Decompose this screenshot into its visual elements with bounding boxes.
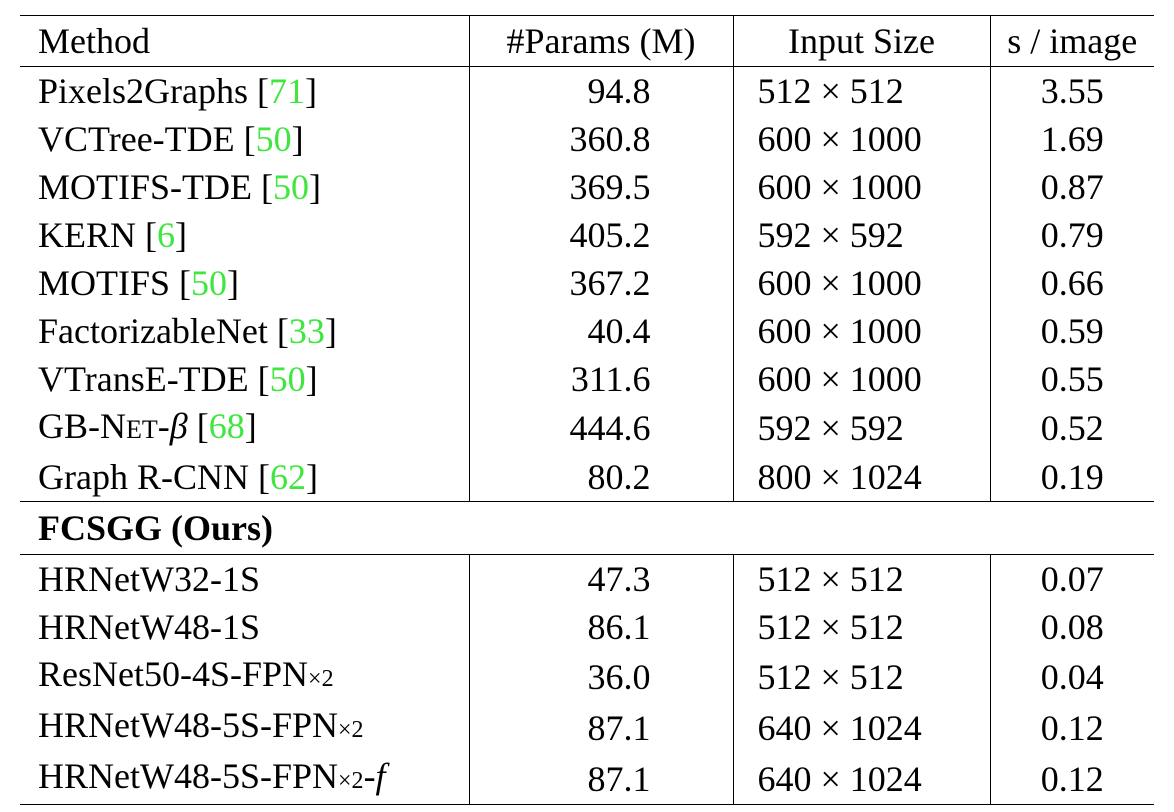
time-cell: 0.59 [989, 307, 1154, 355]
table-row: Pixels2Graphs [71] 94.8 512 × 512 3.55 [20, 66, 1154, 115]
section-header-row: FCSGG (Ours) [20, 501, 1154, 555]
time-cell: 0.19 [989, 453, 1154, 502]
citation-link[interactable]: 71 [269, 71, 305, 111]
input-size-cell: 800 × 1024 [732, 453, 990, 502]
input-size-cell: 592 × 592 [732, 403, 990, 453]
header-time: s / image [989, 15, 1154, 67]
params-cell: 87.1 [468, 702, 733, 753]
method-cell: HRNetW48-5S-FPN×2 [38, 705, 364, 745]
input-size-cell: 592 × 592 [732, 211, 990, 259]
table-row: ResNet50-4S-FPN×2 36.0 512 × 512 0.04 [20, 651, 1154, 702]
input-size-cell: 512 × 512 [732, 554, 990, 603]
citation-link[interactable]: 50 [273, 167, 309, 207]
time-cell: 0.04 [989, 651, 1154, 702]
table-row: VTransE-TDE [50] 311.6 600 × 1000 0.55 [20, 355, 1154, 403]
time-cell: 0.52 [989, 403, 1154, 453]
params-cell: 80.2 [468, 453, 733, 502]
time-cell: 0.12 [989, 753, 1154, 805]
method-cell: KERN [6] [38, 215, 187, 255]
method-cell: HRNetW48-5S-FPN×2-f [20, 753, 469, 805]
input-size-cell: 600 × 1000 [732, 259, 990, 307]
params-cell: 444.6 [468, 403, 733, 453]
results-table: Method #Params (M) Input Size s / image … [20, 15, 1154, 805]
time-cell: 0.79 [989, 211, 1154, 259]
params-cell: 94.8 [468, 66, 733, 115]
params-cell: 40.4 [468, 307, 733, 355]
header-row: Method #Params (M) Input Size s / image [20, 15, 1154, 67]
params-cell: 367.2 [468, 259, 733, 307]
method-cell: VCTree-TDE [50] [38, 119, 304, 159]
time-cell: 0.55 [989, 355, 1154, 403]
citation-link[interactable]: 62 [269, 457, 306, 497]
method-cell: GB-NET-β [68] [38, 406, 257, 446]
time-cell: 0.07 [989, 554, 1154, 603]
table-row: MOTIFS [50] 367.2 600 × 1000 0.66 [20, 259, 1154, 307]
input-size-cell: 512 × 512 [732, 603, 990, 651]
time-cell: 0.66 [989, 259, 1154, 307]
time-cell: 3.55 [989, 66, 1154, 115]
input-size-cell: 600 × 1000 [732, 307, 990, 355]
section-label: FCSGG (Ours) [20, 501, 1154, 555]
table-row: HRNetW48-5S-FPN×2 87.1 640 × 1024 0.12 [20, 702, 1154, 753]
params-cell: 86.1 [468, 603, 733, 651]
method-cell: Pixels2Graphs [71] [38, 71, 317, 111]
time-cell: 0.08 [989, 603, 1154, 651]
citation-link[interactable]: 33 [288, 311, 325, 351]
params-cell: 405.2 [468, 211, 733, 259]
method-cell: ResNet50-4S-FPN×2 [38, 654, 334, 694]
citation-link[interactable]: 50 [269, 359, 306, 399]
input-size-cell: 640 × 1024 [732, 753, 990, 805]
method-cell: MOTIFS [50] [38, 263, 240, 303]
time-cell: 1.69 [989, 115, 1154, 163]
method-cell: MOTIFS-TDE [50] [38, 167, 321, 207]
input-size-cell: 512 × 512 [732, 651, 990, 702]
table-row: FactorizableNet [33] 40.4 600 × 1000 0.5… [20, 307, 1154, 355]
time-cell: 0.12 [989, 702, 1154, 753]
time-cell: 0.87 [989, 163, 1154, 211]
input-size-cell: 600 × 1000 [732, 115, 990, 163]
table-row: HRNetW32-1S 47.3 512 × 512 0.07 [20, 554, 1154, 603]
input-size-cell: 640 × 1024 [732, 702, 990, 753]
params-cell: 36.0 [468, 651, 733, 702]
citation-link[interactable]: 68 [208, 406, 245, 446]
params-cell: 369.5 [468, 163, 733, 211]
header-params: #Params (M) [468, 15, 733, 67]
header-method: Method [20, 15, 469, 67]
params-cell: 47.3 [468, 554, 733, 603]
table-row: Graph R-CNN [62] 80.2 800 × 1024 0.19 [20, 453, 1154, 502]
table-row: KERN [6] 405.2 592 × 592 0.79 [20, 211, 1154, 259]
params-cell: 87.1 [468, 753, 733, 805]
citation-link[interactable]: 50 [191, 263, 228, 303]
method-cell: HRNetW32-1S [38, 559, 260, 599]
table-row: VCTree-TDE [50] 360.8 600 × 1000 1.69 [20, 115, 1154, 163]
method-cell: VTransE-TDE [50] [38, 359, 318, 399]
input-size-cell: 600 × 1000 [732, 163, 990, 211]
params-cell: 360.8 [468, 115, 733, 163]
table-row: GB-NET-β [68] 444.6 592 × 592 0.52 [20, 403, 1154, 453]
method-cell: FactorizableNet [33] [38, 311, 337, 351]
header-input-size: Input Size [732, 15, 990, 67]
method-cell: HRNetW48-1S [38, 607, 260, 647]
citation-link[interactable]: 50 [255, 119, 292, 159]
params-cell: 311.6 [468, 355, 733, 403]
method-cell: Graph R-CNN [62] [38, 457, 318, 497]
input-size-cell: 512 × 512 [732, 66, 990, 115]
table-row: HRNetW48-5S-FPN×2-f 87.1 640 × 1024 0.12 [20, 753, 1154, 805]
citation-link[interactable]: 6 [157, 215, 175, 255]
table-row: MOTIFS-TDE [50] 369.5 600 × 1000 0.87 [20, 163, 1154, 211]
input-size-cell: 600 × 1000 [732, 355, 990, 403]
table-row: HRNetW48-1S 86.1 512 × 512 0.08 [20, 603, 1154, 651]
